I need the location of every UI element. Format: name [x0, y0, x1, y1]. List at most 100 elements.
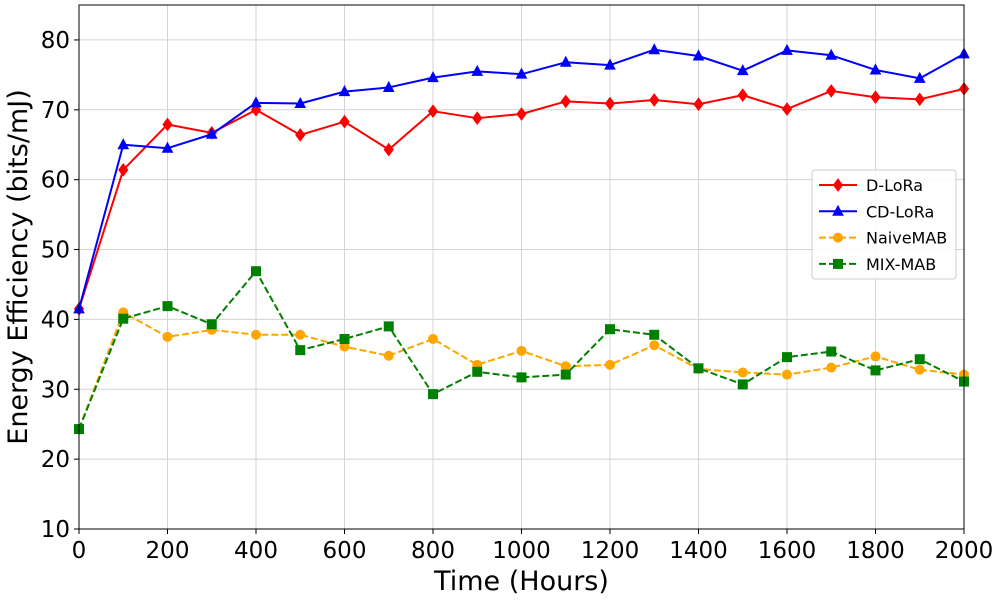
data-point	[737, 367, 748, 378]
x-axis-label: Time (Hours)	[433, 566, 609, 597]
data-point	[515, 67, 528, 79]
x-tick-label: 400	[234, 538, 278, 564]
data-point	[162, 331, 173, 342]
y-tick-label: 50	[41, 238, 70, 264]
data-point	[604, 96, 616, 111]
x-tick-label: 600	[323, 538, 367, 564]
data-point	[693, 97, 704, 112]
legend-marker	[833, 258, 843, 269]
data-point	[472, 366, 483, 377]
y-tick-label: 20	[41, 447, 70, 473]
data-point	[427, 71, 439, 83]
data-point	[782, 369, 792, 380]
data-point	[560, 361, 571, 372]
data-point	[736, 64, 749, 76]
x-tick-label: 1200	[581, 538, 640, 564]
data-point	[428, 389, 438, 400]
legend-item: CD-LoRa	[819, 202, 934, 221]
y-axis-label: Energy Efficiency (bits/mJ)	[3, 89, 34, 444]
data-point	[559, 55, 572, 67]
data-point	[914, 364, 925, 375]
x-tick-label: 1400	[669, 538, 728, 564]
data-point	[560, 94, 571, 109]
y-tick-label: 30	[41, 377, 70, 403]
data-point	[118, 163, 129, 177]
data-point	[295, 128, 306, 142]
x-tick-label: 1000	[492, 538, 551, 564]
data-point	[737, 88, 748, 102]
data-point	[781, 43, 793, 55]
data-point	[294, 96, 307, 109]
data-point	[516, 107, 527, 121]
data-point	[295, 329, 306, 340]
data-point	[826, 84, 837, 98]
data-point	[648, 43, 661, 55]
legend-label: MIX-MAB	[866, 255, 936, 274]
x-tick-label: 1800	[846, 538, 905, 564]
legend-marker	[832, 178, 844, 192]
data-point	[472, 111, 483, 126]
y-tick-label: 60	[41, 168, 70, 194]
data-point	[206, 319, 217, 330]
data-point	[605, 324, 615, 335]
series-d-lora	[73, 82, 970, 316]
data-point	[516, 345, 527, 356]
data-point	[869, 63, 882, 75]
data-point	[826, 346, 837, 357]
data-point	[913, 71, 926, 83]
data-point	[161, 141, 174, 153]
data-point	[338, 85, 351, 97]
series-line	[78, 270, 965, 430]
data-point	[117, 138, 130, 150]
x-tick-label: 2000	[935, 538, 994, 564]
data-point	[251, 266, 261, 277]
legend-item: D-LoRa	[819, 176, 923, 195]
legend-marker	[832, 204, 844, 216]
data-point	[295, 345, 306, 356]
data-point	[782, 352, 792, 363]
x-tick-label: 1600	[758, 538, 817, 564]
legend-marker	[833, 232, 843, 243]
data-point	[781, 102, 793, 116]
legend-item: NaiveMAB	[819, 229, 947, 248]
data-point	[560, 369, 571, 380]
x-tick-label: 0	[72, 538, 87, 564]
legend-item: MIX-MAB	[819, 255, 936, 274]
legend: D-LoRa CD-LoRa NaiveMAB MIX-MAB	[811, 169, 957, 280]
data-point	[428, 333, 438, 344]
y-tick-label: 40	[41, 307, 70, 333]
data-point	[914, 92, 925, 107]
data-point	[693, 363, 704, 374]
data-point	[383, 142, 394, 157]
data-point	[250, 96, 262, 108]
data-point	[649, 93, 660, 107]
data-point	[605, 359, 615, 370]
data-point	[162, 301, 173, 312]
data-point	[737, 379, 748, 390]
axis-ticks: 0 200 400 600 800 1000 1200 1400 1600 1800 2000 10 2…	[41, 28, 994, 564]
series-layer	[73, 43, 970, 435]
data-point	[118, 313, 129, 324]
legend-box	[811, 169, 957, 280]
data-point	[251, 329, 261, 340]
data-point	[649, 329, 660, 340]
data-point	[870, 351, 881, 362]
data-point	[692, 49, 705, 61]
data-point	[870, 365, 881, 376]
series-mix-mab	[74, 266, 969, 435]
data-point	[162, 117, 173, 132]
y-tick-label: 70	[41, 98, 70, 124]
data-point	[427, 104, 439, 119]
data-point	[516, 372, 527, 383]
series-cd-lora	[73, 43, 970, 314]
data-point	[383, 321, 394, 332]
legend-label: CD-LoRa	[866, 202, 934, 221]
data-point	[339, 333, 350, 344]
legend-label: NaiveMAB	[866, 229, 947, 248]
data-point	[604, 58, 616, 70]
x-tick-label: 200	[146, 538, 190, 564]
data-point	[826, 362, 837, 373]
data-point	[383, 350, 394, 361]
